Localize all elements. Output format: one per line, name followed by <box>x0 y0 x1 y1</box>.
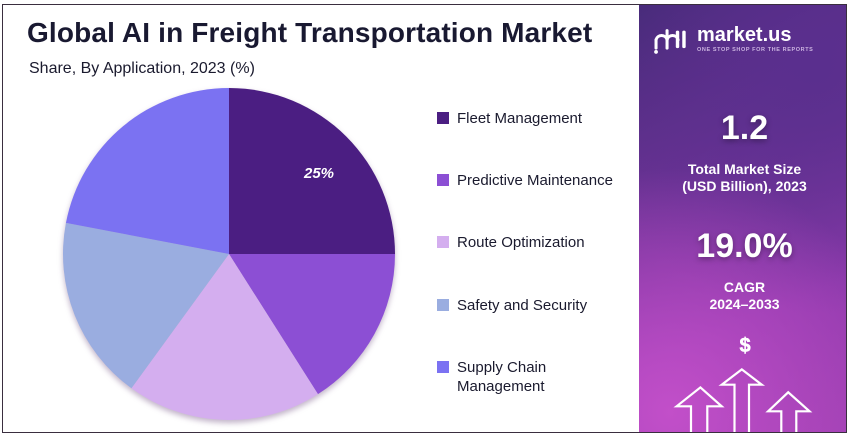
svg-text:25%: 25% <box>303 165 334 182</box>
